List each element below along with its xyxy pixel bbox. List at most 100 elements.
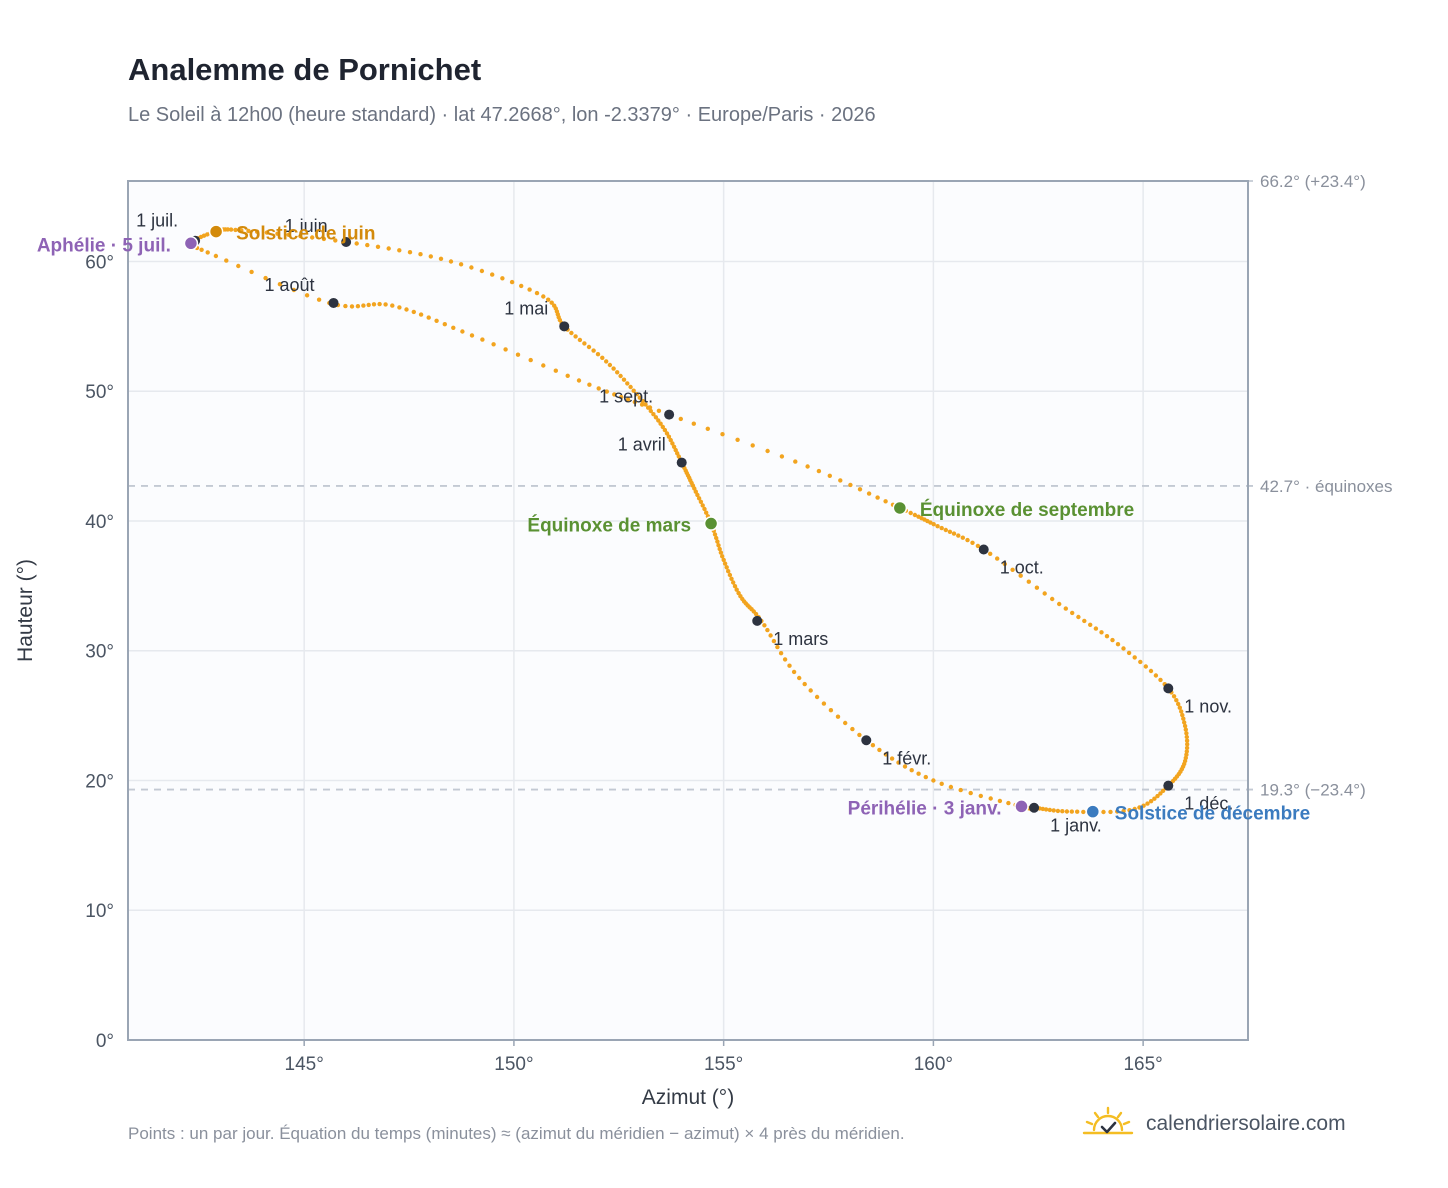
daily-sun-point [355, 304, 361, 309]
daily-sun-point [883, 752, 888, 757]
month-marker-label: 1 oct. [1000, 558, 1044, 578]
daily-sun-point [607, 362, 613, 368]
daily-sun-point [1174, 698, 1179, 703]
month-marker-label: 1 juil. [136, 211, 178, 231]
daily-sun-point [1110, 637, 1115, 643]
event-marker [703, 516, 719, 531]
daily-sun-point [956, 533, 961, 538]
daily-sun-point [321, 236, 327, 242]
daily-sun-point [1076, 614, 1081, 620]
daily-sun-point [660, 424, 665, 430]
y-axis-label: Hauteur (°) [14, 559, 37, 662]
daily-sun-point [947, 529, 953, 534]
daily-sun-point [958, 787, 963, 793]
daily-sun-point [1181, 716, 1186, 721]
daily-sun-point [702, 506, 707, 512]
daily-sun-point [1070, 610, 1075, 616]
daily-sun-point [199, 247, 204, 252]
chart-title: Analemme de Pornichet [128, 52, 482, 87]
daily-sun-point [275, 231, 280, 236]
daily-sun-point [1152, 796, 1157, 801]
daily-sun-point [656, 418, 661, 423]
daily-sun-point [249, 269, 254, 275]
daily-sun-point [628, 384, 633, 390]
daily-sun-point [782, 657, 788, 662]
y-tick-label: 60° [85, 252, 114, 273]
daily-sun-point [997, 798, 1003, 804]
y-tick-label: 10° [85, 901, 114, 922]
footnote: Points : un par jour. Équation du temps … [128, 1124, 905, 1143]
reference-line-label: 66.2° (+23.4°) [1260, 172, 1366, 191]
daily-sun-point [731, 580, 736, 585]
daily-sun-point [1002, 561, 1007, 567]
daily-sun-point [576, 378, 582, 383]
daily-sun-point [916, 514, 921, 519]
x-tick-label: 155° [704, 1054, 743, 1075]
daily-sun-point [779, 454, 785, 459]
daily-sun-point [909, 768, 914, 773]
daily-sun-point [691, 421, 696, 426]
daily-sun-point [1093, 626, 1099, 631]
daily-sun-point [1185, 742, 1190, 747]
daily-sun-point [968, 790, 973, 796]
daily-sun-point [778, 651, 784, 656]
daily-sun-point [1042, 591, 1047, 596]
analemma-series [187, 227, 1190, 815]
daily-sun-point [768, 633, 773, 638]
daily-sun-point [1132, 655, 1137, 660]
daily-sun-point [948, 784, 954, 790]
daily-sun-point [726, 569, 731, 574]
month-marker-label: 1 août [265, 275, 315, 295]
daily-sun-point [714, 535, 719, 541]
daily-sun-point [600, 355, 605, 360]
brand-link[interactable]: calendriersolaire.com [1082, 1104, 1346, 1144]
daily-sun-point [850, 726, 855, 732]
daily-sun-point [750, 443, 755, 448]
month-marker-label: 1 mars [773, 629, 828, 649]
x-tick-label: 165° [1123, 1054, 1162, 1075]
plot-area [128, 181, 1248, 1040]
daily-sun-point [727, 572, 733, 578]
daily-sun-point [637, 395, 642, 400]
daily-sun-point [1171, 694, 1177, 699]
event-marker [1085, 804, 1101, 819]
daily-sun-point [619, 394, 624, 400]
daily-sun-point [753, 611, 759, 617]
daily-sun-point [1158, 677, 1163, 683]
daily-sun-point [1060, 809, 1065, 814]
daily-sun-point [1075, 809, 1080, 814]
daily-sun-point [310, 235, 315, 240]
daily-sun-point [843, 720, 848, 726]
daily-sun-point [371, 302, 377, 307]
daily-sun-point [857, 732, 862, 738]
daily-sun-point [1126, 650, 1132, 656]
daily-sun-point [700, 503, 705, 508]
month-marker [341, 236, 352, 247]
daily-sun-point [582, 341, 587, 346]
daily-sun-point [1108, 809, 1113, 815]
daily-sun-point [491, 342, 496, 347]
daily-sun-point [640, 398, 645, 404]
month-marker-label: 1 nov. [1184, 696, 1232, 716]
daily-sun-point [866, 491, 872, 496]
x-tick-label: 145° [285, 1054, 324, 1075]
daily-sun-point [604, 389, 609, 394]
daily-sun-point [1057, 601, 1062, 607]
daily-sun-point [988, 551, 993, 556]
daily-sun-point [666, 434, 672, 439]
daily-sun-point [678, 416, 683, 422]
daily-sun-point [632, 399, 637, 405]
event-label: Solstice de juin [236, 224, 375, 245]
daily-sun-point [304, 293, 310, 298]
daily-sun-point [546, 297, 551, 302]
month-marker [328, 297, 339, 308]
daily-sun-point [828, 708, 834, 713]
daily-sun-point [765, 448, 770, 454]
daily-sun-point [646, 405, 651, 410]
daily-sun-point [553, 368, 558, 373]
daily-sun-point [615, 370, 620, 375]
daily-sun-point [549, 300, 554, 305]
daily-sun-point [500, 276, 505, 281]
daily-sun-point [213, 253, 219, 259]
daily-sun-point [720, 432, 725, 437]
